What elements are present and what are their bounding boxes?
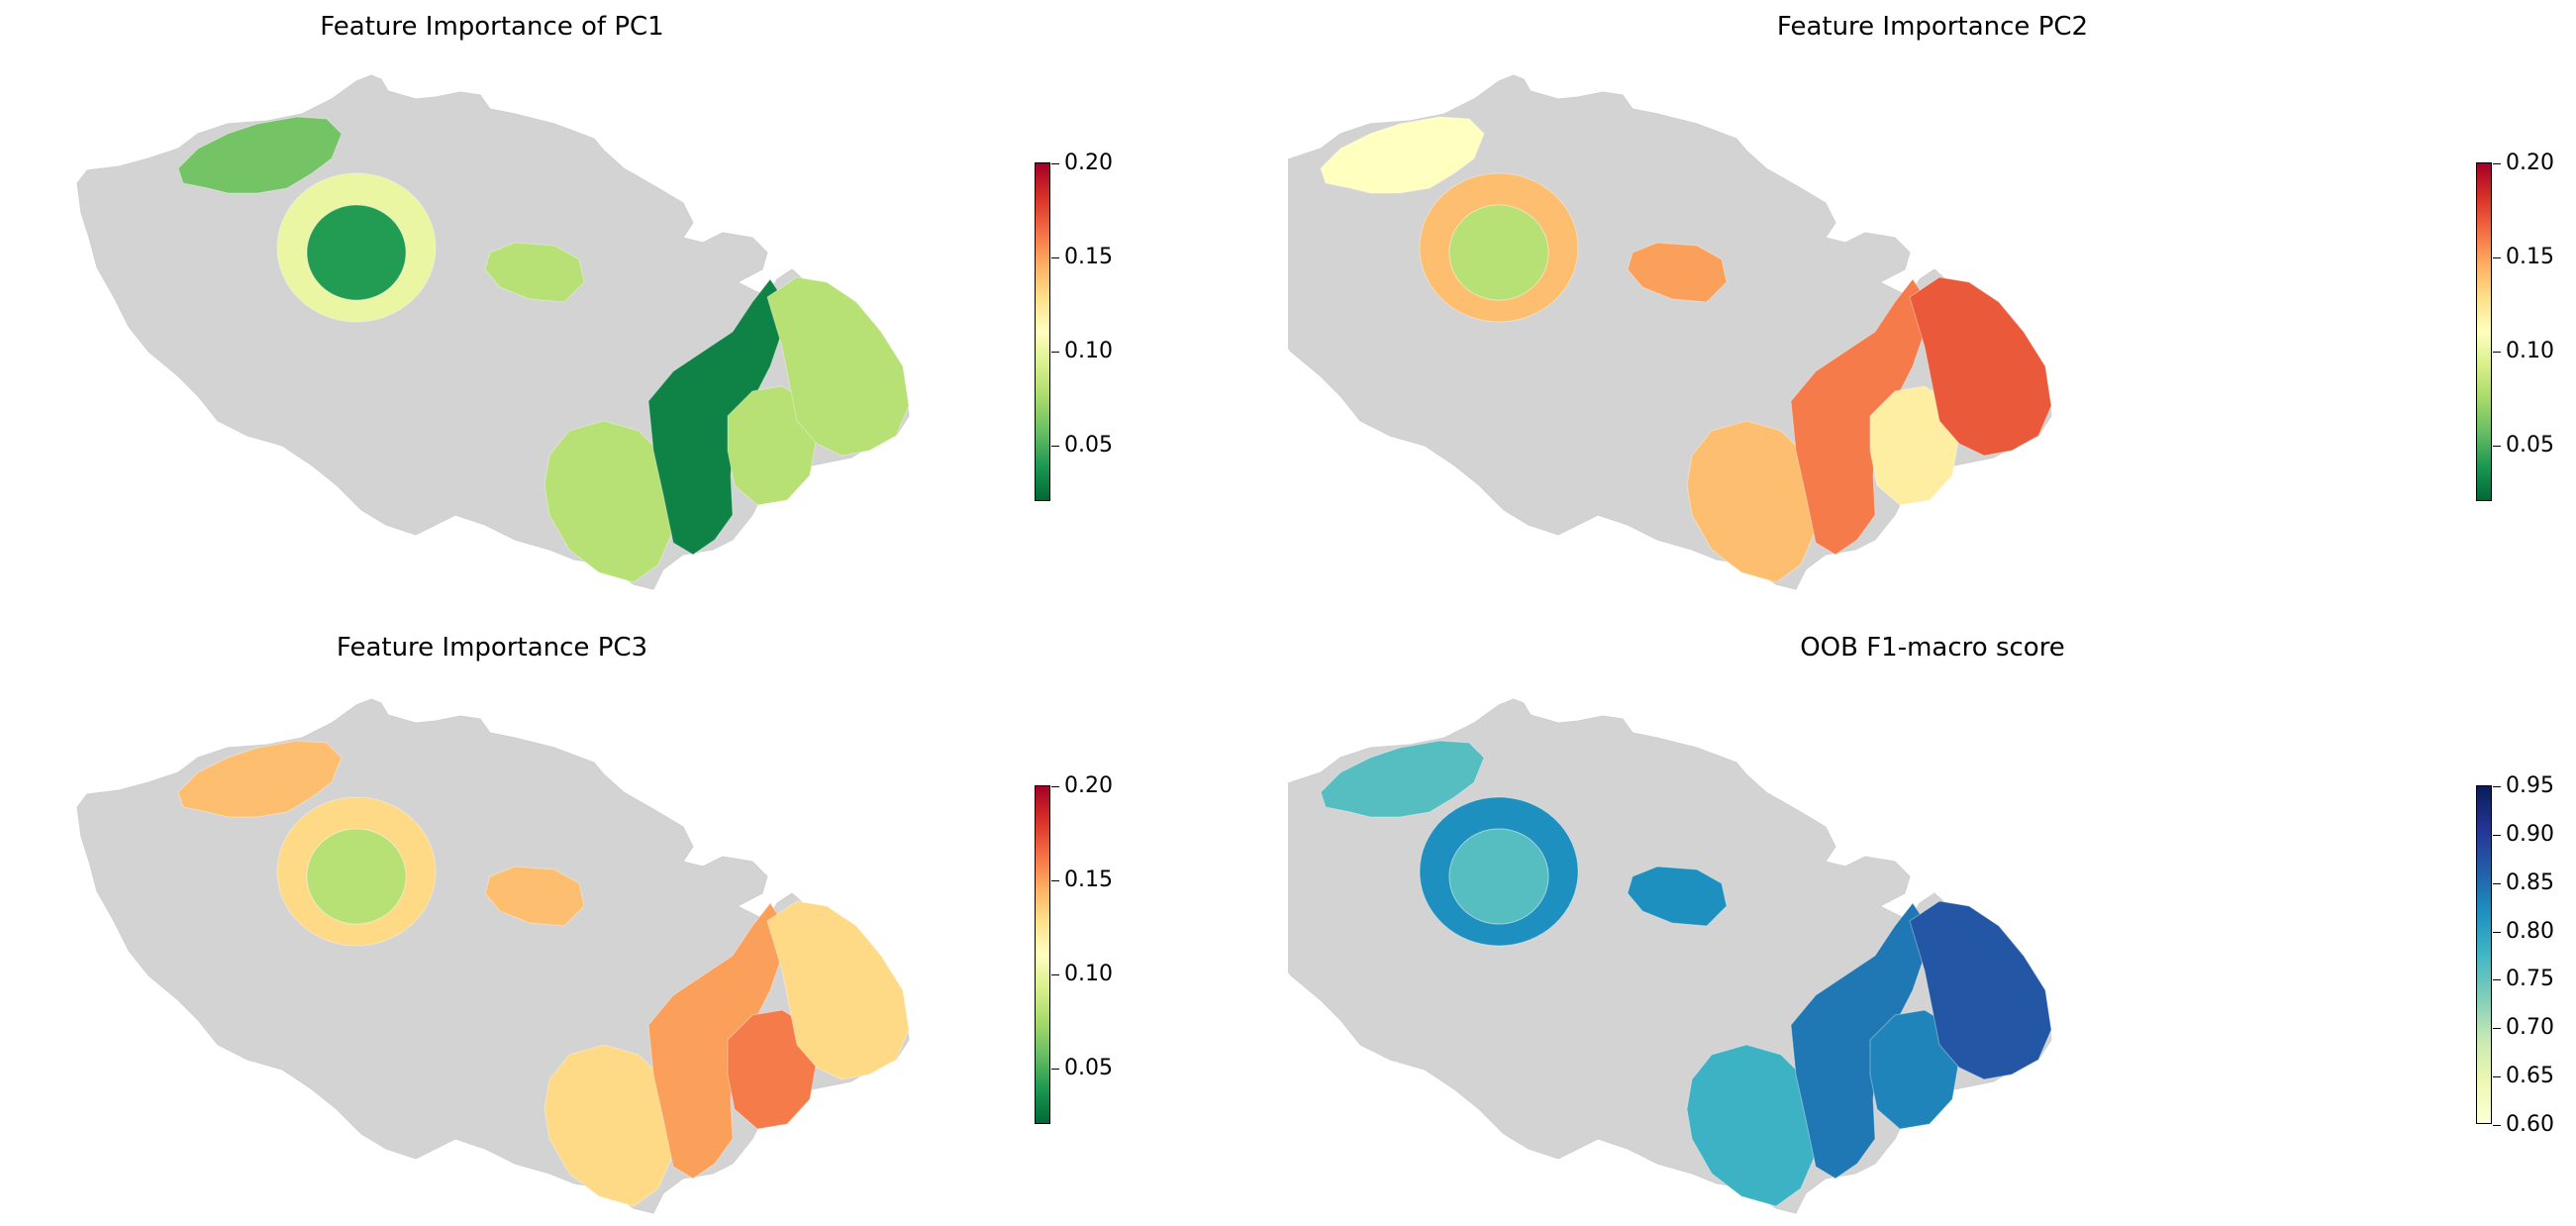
map-title: Feature Importance PC2 (1776, 12, 2089, 42)
region-south-east-east (1869, 1009, 1960, 1130)
map-panel-pc3: Feature Importance PC3 0.05 0.10 0.15 0.20 (0, 613, 1288, 1226)
colorbar-tick-label: 0.15 (1064, 868, 1113, 892)
colorbar: 0.05 0.10 0.15 0.20 (1035, 151, 1113, 501)
region-south-east-west (1686, 1044, 1817, 1207)
colorbar-tick-label: 0.10 (2506, 339, 2554, 363)
region-north-west (177, 740, 343, 818)
region-west-core (1448, 828, 1549, 925)
region-east (766, 900, 910, 1080)
map-canvas (76, 74, 910, 590)
map-canvas (1288, 698, 2052, 1214)
region-central-blob (484, 866, 585, 927)
colorbar-tick-label: 0.95 (2506, 773, 2554, 798)
colorbar-tick-label: 0.80 (2506, 918, 2554, 944)
region-north-west (177, 116, 343, 194)
colorbar: 0.05 0.10 0.15 0.20 (1035, 773, 1113, 1124)
colorbar-tick-label: 0.15 (1064, 245, 1113, 269)
region-west-core (1448, 204, 1549, 301)
colorbar-tick-label: 0.70 (2506, 1015, 2554, 1041)
region-south-east-west (544, 1044, 674, 1207)
region-north-west (1320, 116, 1485, 194)
region-south-east-east (727, 1009, 818, 1130)
colorbar-tick-label: 0.10 (1064, 339, 1113, 363)
map-title: Feature Importance PC3 (336, 633, 648, 663)
colorbar-tick-label: 0.20 (1064, 151, 1113, 175)
map-title: Feature Importance of PC1 (320, 12, 664, 42)
region-east (1909, 276, 2052, 457)
colorbar-tick-label: 0.10 (1064, 962, 1113, 986)
map-panel-oob: OOB F1-macro score 0.60 0.65 0.70 0.75 0.80 0… (1288, 613, 2576, 1226)
map-layer (76, 698, 910, 1214)
region-north-west (1320, 740, 1485, 818)
map-canvas (1288, 74, 2052, 590)
colorbar-tick-label: 0.60 (2506, 1112, 2554, 1137)
region-east (766, 276, 910, 457)
region-central-blob (484, 242, 585, 303)
region-west-core (306, 828, 407, 925)
region-south-east-west (1686, 420, 1817, 583)
colorbar-tick-label: 0.90 (2506, 821, 2554, 847)
region-central-blob (1627, 866, 1728, 927)
colorbar-tick-label: 0.05 (1064, 433, 1113, 458)
map-layer (1288, 74, 2052, 590)
map-panel-pc2: Feature Importance PC2 0.05 0.10 0.15 0.20 (1288, 0, 2576, 613)
map-title: OOB F1-macro score (1800, 633, 2065, 663)
region-west-core (306, 204, 407, 301)
region-south-east-east (727, 385, 818, 506)
map-layer (76, 74, 910, 590)
map-layer (1288, 698, 2052, 1214)
region-central-blob (1627, 242, 1728, 303)
colorbar: 0.60 0.65 0.70 0.75 0.80 0.85 0.90 0.95 (2476, 773, 2554, 1137)
colorbar-tick-label: 0.75 (2506, 967, 2554, 992)
map-canvas (76, 698, 910, 1214)
colorbar-tick-label: 0.65 (2506, 1064, 2554, 1089)
region-east (1909, 900, 2052, 1080)
colorbar-tick-label: 0.05 (2506, 433, 2554, 458)
map-panel-pc1: Feature Importance of PC1 0.05 0.10 0.15 0.… (0, 0, 1288, 613)
region-south-east-east (1869, 385, 1960, 506)
region-south-east-west (544, 420, 674, 583)
colorbar-tick-label: 0.15 (2506, 245, 2554, 269)
colorbar-tick-label: 0.85 (2506, 869, 2554, 895)
colorbar-tick-label: 0.20 (1064, 773, 1113, 798)
colorbar-tick-label: 0.20 (2506, 151, 2554, 175)
colorbar: 0.05 0.10 0.15 0.20 (2476, 151, 2554, 501)
colorbar-tick-label: 0.05 (1064, 1056, 1113, 1080)
